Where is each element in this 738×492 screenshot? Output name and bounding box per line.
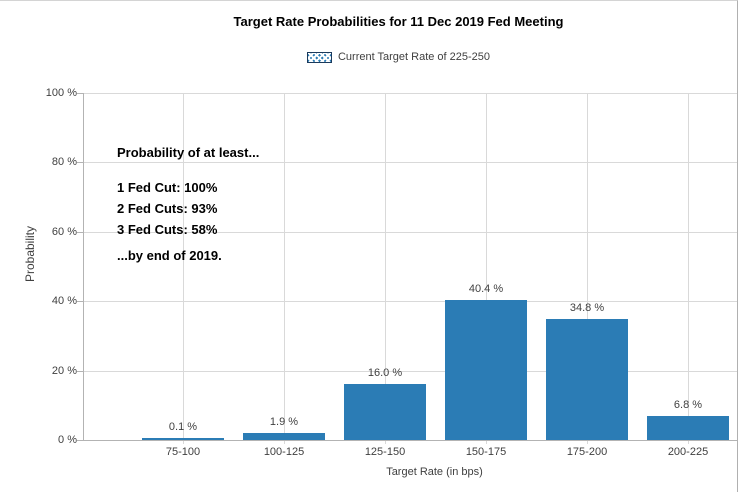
y-axis-tick <box>77 162 83 163</box>
bar-value-label: 40.4 % <box>468 283 504 295</box>
x-tick-label: 150-175 <box>465 446 507 458</box>
bar-value-label: 34.8 % <box>569 302 605 314</box>
annotation-line: Probability of at least... <box>117 145 260 160</box>
y-tick-label: 80 % <box>51 156 77 168</box>
probability-bar <box>647 416 729 440</box>
annotation-line: 2 Fed Cuts: 93% <box>117 201 218 216</box>
y-axis-tick <box>77 440 83 441</box>
y-axis-tick <box>77 93 83 94</box>
y-axis-tick <box>77 301 83 302</box>
bar-value-label: 16.0 % <box>367 367 403 379</box>
annotation-line: ...by end of 2019. <box>117 248 222 263</box>
h-gridline <box>83 93 737 94</box>
bar-value-label: 1.9 % <box>269 416 299 428</box>
legend-crosshatch-swatch-icon <box>306 51 332 63</box>
y-tick-label: 20 % <box>51 365 77 377</box>
probability-bar <box>445 300 527 440</box>
v-gridline <box>587 93 588 444</box>
v-gridline <box>486 93 487 444</box>
v-gridline <box>688 93 689 444</box>
annotation-line: 1 Fed Cut: 100% <box>117 180 218 195</box>
y-tick-label: 0 % <box>58 434 77 446</box>
x-axis-title: Target Rate (in bps) <box>386 466 483 478</box>
probability-bar <box>344 384 426 440</box>
probability-bar <box>243 433 325 440</box>
y-tick-label: 100 % <box>45 87 77 99</box>
annotation-line: 3 Fed Cuts: 58% <box>117 222 218 237</box>
h-gridline <box>83 301 737 302</box>
y-tick-label: 40 % <box>51 295 77 307</box>
y-axis-line <box>83 93 84 440</box>
y-axis-tick <box>77 232 83 233</box>
x-tick-label: 75-100 <box>165 446 201 458</box>
x-tick-label: 125-150 <box>364 446 406 458</box>
x-tick-label: 100-125 <box>263 446 305 458</box>
y-tick-label: 60 % <box>51 226 77 238</box>
legend-label: Current Target Rate of 225-250 <box>337 51 491 63</box>
x-axis-line <box>83 440 737 441</box>
bar-value-label: 0.1 % <box>168 421 198 433</box>
h-gridline <box>83 371 737 372</box>
probability-bar <box>142 438 224 440</box>
bar-value-label: 6.8 % <box>673 399 703 411</box>
x-tick-label: 175-200 <box>566 446 608 458</box>
h-gridline <box>83 162 737 163</box>
v-gridline <box>183 93 184 444</box>
v-gridline <box>385 93 386 444</box>
probability-bar <box>546 319 628 440</box>
h-gridline <box>83 232 737 233</box>
chart-title: Target Rate Probabilities for 11 Dec 201… <box>233 14 564 29</box>
x-tick-label: 200-225 <box>667 446 709 458</box>
v-gridline <box>284 93 285 444</box>
y-axis-tick <box>77 371 83 372</box>
y-axis-title: Probability <box>23 225 37 283</box>
chart-legend: Current Target Rate of 225-250 <box>60 51 737 63</box>
